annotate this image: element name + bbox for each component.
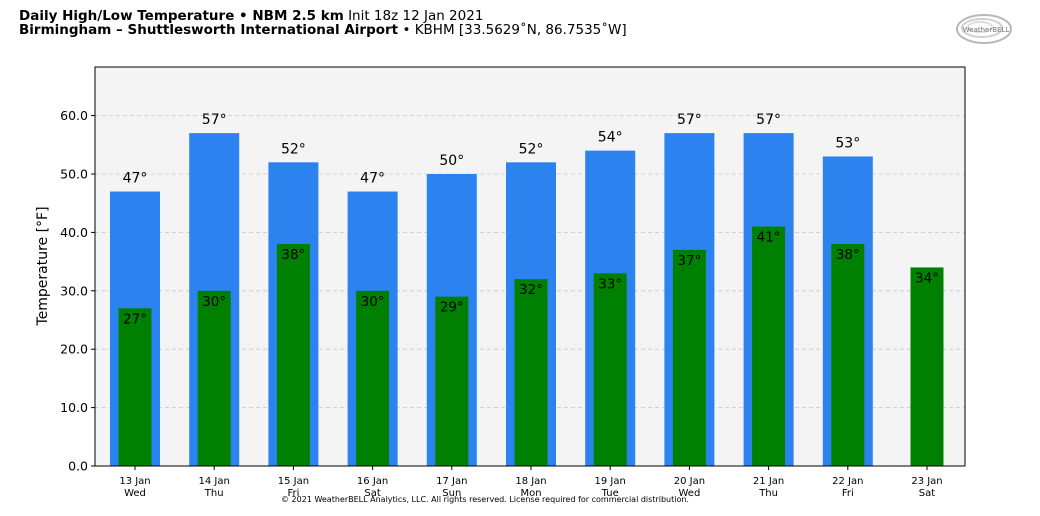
high-temp-label: 50° — [439, 153, 464, 169]
low-temp-bar — [435, 296, 469, 466]
low-temp-bar — [118, 308, 152, 466]
x-tick-day: Tue — [601, 488, 619, 499]
low-temp-label: 33° — [598, 276, 622, 292]
x-tick-day: Thu — [758, 488, 778, 499]
x-tick-day: Fri — [842, 488, 854, 499]
low-temp-bar — [356, 290, 390, 466]
x-tick-day: Sat — [919, 488, 935, 499]
location-line: Birmingham – Shuttlesworth International… — [19, 23, 627, 38]
x-tick-date: 18 Jan — [515, 476, 546, 487]
x-tick-date: 22 Jan — [832, 476, 863, 487]
x-tick-date: 19 Jan — [595, 476, 626, 487]
low-temp-label: 29° — [440, 300, 464, 316]
low-temp-bar — [514, 279, 548, 466]
low-temp-label: 38° — [281, 247, 305, 263]
chart-title: Daily High/Low Temperature • NBM 2.5 km — [19, 8, 344, 24]
high-temp-label: 53° — [835, 135, 860, 151]
x-tick-date: 17 Jan — [436, 476, 467, 487]
x-tick-date: 15 Jan — [278, 476, 309, 487]
x-tick-day: Wed — [678, 488, 700, 499]
high-temp-label: 57° — [677, 112, 702, 128]
high-temp-label: 52° — [519, 141, 544, 157]
low-temp-label: 27° — [123, 311, 147, 327]
low-temp-label: 30° — [361, 294, 385, 310]
x-tick-date: 13 Jan — [119, 476, 150, 487]
low-temp-bar — [910, 267, 944, 466]
location-name: Birmingham – Shuttlesworth International… — [19, 22, 399, 38]
x-tick-day: Thu — [204, 488, 224, 499]
init-time: Init 18z 12 Jan 2021 — [348, 8, 484, 24]
high-temp-label: 57° — [202, 112, 227, 128]
y-tick-label: 50.0 — [60, 167, 88, 182]
low-temp-bar — [276, 244, 310, 466]
data-labels: 47° 27° 57° 30° 52° 38° 47° 30° 50° 29° 52° 32° 54° 3… — [123, 112, 939, 327]
low-temp-label: 41° — [757, 230, 781, 246]
y-tick-label: 20.0 — [60, 342, 88, 357]
x-tick-day: Fri — [287, 488, 299, 499]
y-tick-label: 30.0 — [60, 283, 88, 298]
x-tick-day: Mon — [520, 488, 541, 499]
low-temp-label: 34° — [915, 270, 939, 286]
high-temp-label: 52° — [281, 141, 306, 157]
high-temp-label: 47° — [123, 171, 148, 187]
high-temp-label: 47° — [360, 171, 385, 187]
low-temp-bar — [593, 273, 627, 466]
low-temp-bar — [197, 290, 231, 466]
x-tick-day: Wed — [124, 488, 146, 499]
x-tick-day: Sun — [442, 488, 461, 499]
station-info: • KBHM [33.5629˚N, 86.7535˚W] — [402, 22, 627, 38]
high-temp-label: 54° — [598, 130, 623, 146]
x-tick-date: 21 Jan — [753, 476, 784, 487]
bars — [110, 133, 944, 467]
chart-title-line: Daily High/Low Temperature • NBM 2.5 km … — [19, 9, 483, 24]
x-tick-date: 16 Jan — [357, 476, 388, 487]
x-tick-day: Sat — [364, 488, 380, 499]
low-temp-label: 32° — [519, 282, 543, 298]
weatherbell-logo: WeatherBELL — [956, 14, 1012, 44]
plot-frame — [94, 66, 966, 467]
y-tick-label: 10.0 — [60, 400, 88, 415]
y-axis-label: Temperature [°F] — [35, 206, 51, 326]
y-tick-label: 40.0 — [60, 225, 88, 240]
x-tick-date: 20 Jan — [674, 476, 705, 487]
y-axis: 0.0 10.0 20.0 30.0 40.0 50.0 60.0 — [60, 108, 95, 474]
x-tick-date: 14 Jan — [199, 476, 230, 487]
low-temp-label: 37° — [677, 253, 701, 269]
logo-text: WeatherBELL — [963, 26, 1010, 34]
x-tick-date: 23 Jan — [911, 476, 942, 487]
copyright-notice: © 2021 WeatherBELL Analytics, LLC. All r… — [281, 495, 689, 504]
high-temp-label: 57° — [756, 112, 781, 128]
y-tick-label: 0.0 — [68, 459, 88, 474]
low-temp-bar — [831, 244, 865, 466]
y-tick-label: 60.0 — [60, 108, 88, 123]
low-temp-label: 38° — [836, 247, 860, 263]
low-temp-bar — [672, 249, 706, 466]
low-temp-label: 30° — [202, 294, 226, 310]
low-temp-bar — [752, 226, 786, 466]
